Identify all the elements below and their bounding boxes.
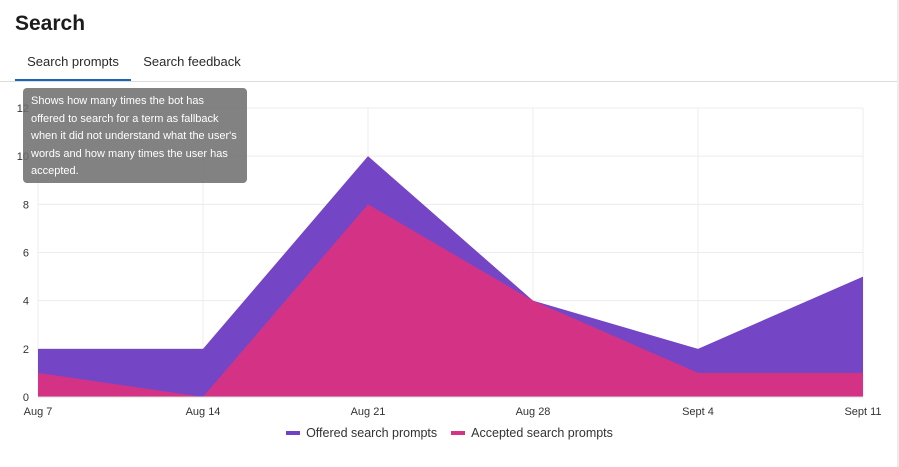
y-tick-label: 2	[23, 344, 29, 356]
x-tick-label: Sept 11	[844, 406, 881, 418]
area-accepted-search-prompts	[38, 204, 863, 397]
y-tick-label: 6	[23, 248, 29, 260]
tab-search-prompts[interactable]: Search prompts	[15, 48, 131, 81]
tab-search-feedback[interactable]: Search feedback	[143, 54, 241, 69]
y-tick-label: 8	[23, 199, 29, 211]
tab-bar: Search prompts Search feedback	[0, 48, 897, 82]
legend-item-offered[interactable]: Offered search prompts	[286, 426, 437, 440]
help-tooltip: Shows how many times the bot has offered…	[23, 88, 247, 183]
tooltip-text: Shows how many times the bot has offered…	[31, 95, 237, 177]
y-tick-label: 4	[23, 296, 29, 308]
y-tick-label: 0	[23, 392, 29, 404]
x-tick-label: Sept 4	[682, 406, 714, 418]
x-tick-label: Aug 7	[24, 406, 53, 418]
legend-label-accepted: Accepted search prompts	[471, 426, 613, 440]
legend-swatch-accepted	[451, 431, 466, 435]
x-tick-label: Aug 14	[186, 406, 221, 418]
panel-edge	[897, 0, 899, 467]
chart-legend: Offered search prompts Accepted search p…	[0, 426, 899, 440]
x-tick-label: Aug 28	[516, 406, 551, 418]
page-title: Search	[15, 12, 86, 35]
x-tick-label: Aug 21	[351, 406, 386, 418]
legend-label-offered: Offered search prompts	[306, 426, 438, 440]
legend-item-accepted[interactable]: Accepted search prompts	[451, 426, 613, 440]
legend-swatch-offered	[286, 431, 301, 435]
